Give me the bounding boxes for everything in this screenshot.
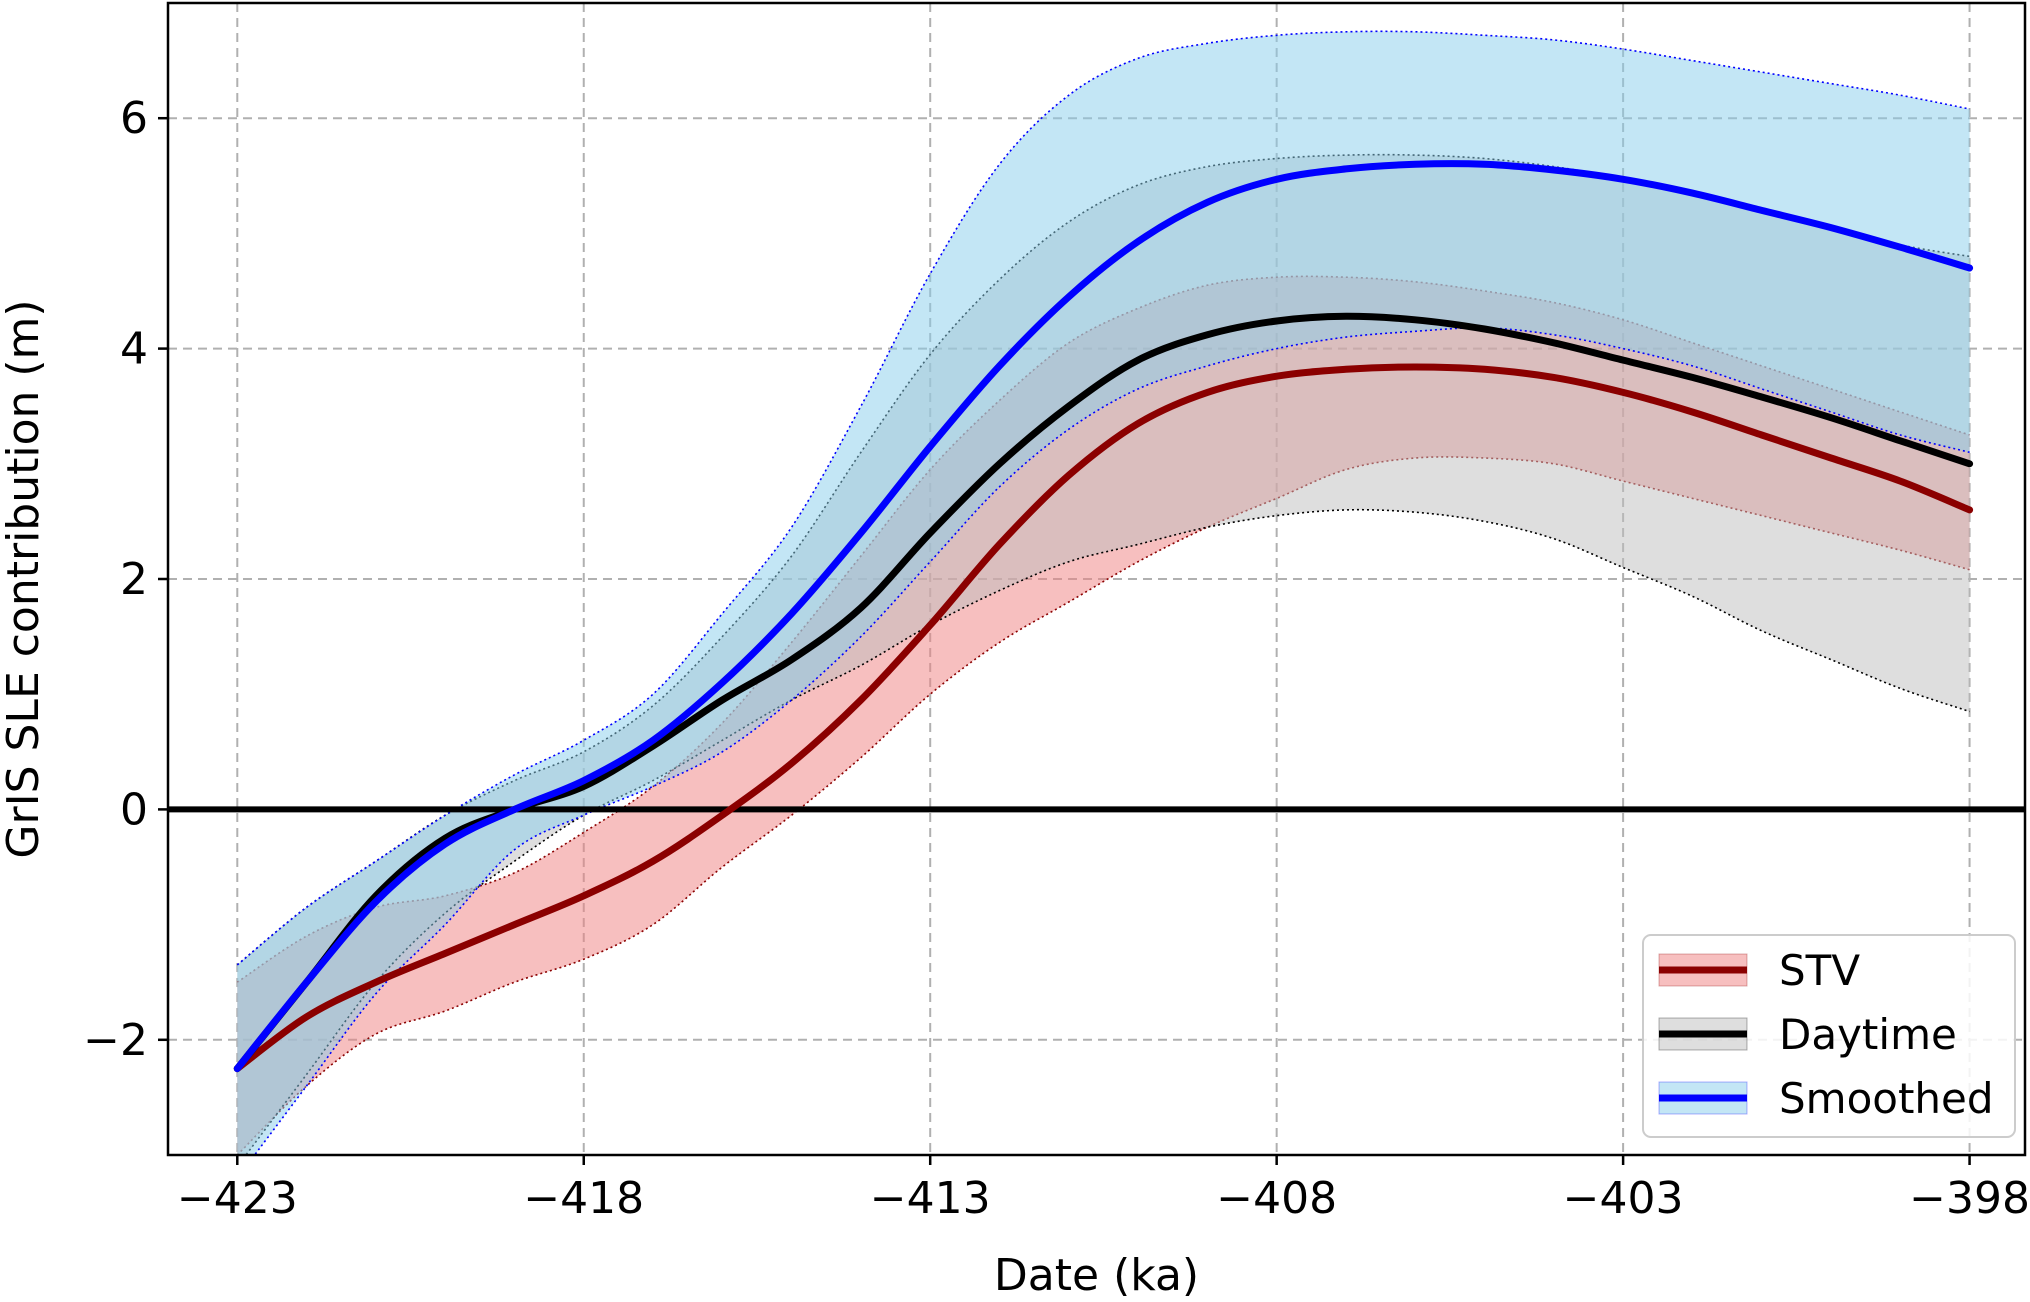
smoothed-band-upper-edge: [236, 30, 1970, 966]
x-tick-label: −423: [177, 1173, 298, 1224]
y-tick-label: −2: [83, 1015, 148, 1066]
legend-label-daytime: Daytime: [1779, 1010, 1957, 1059]
stv-line: [233, 363, 1974, 1073]
y-tick-label: 2: [120, 554, 148, 605]
daytime-band: [237, 154, 1970, 1155]
smoothed-line: [233, 160, 1974, 1073]
smoothed-band-lower-edge: [253, 327, 1970, 1155]
x-tick-label: −418: [523, 1173, 644, 1224]
series-lines: [233, 160, 1974, 1073]
y-axis-title: GrIS SLE contribution (m): [0, 299, 49, 858]
x-tick-label: −403: [1563, 1173, 1684, 1224]
y-tick-label: 4: [120, 324, 148, 375]
legend-label-stv: STV: [1779, 946, 1860, 995]
legend-label-smoothed: Smoothed: [1779, 1074, 1994, 1123]
smoothed-band: [237, 31, 1970, 1155]
legend: STV Daytime Smoothed: [1642, 934, 2016, 1138]
y-tick-label: 6: [120, 93, 148, 144]
axis-ticks: −423 −418 −413 −408 −403 −398 −2 0 2 4 6: [83, 93, 2030, 1224]
x-axis-title: Date (ka): [994, 1250, 1199, 1297]
x-tick-label: −408: [1216, 1173, 1337, 1224]
x-tick-label: −413: [870, 1173, 991, 1224]
x-tick-label: −398: [1909, 1173, 2030, 1224]
y-tick-label: 0: [120, 784, 148, 835]
